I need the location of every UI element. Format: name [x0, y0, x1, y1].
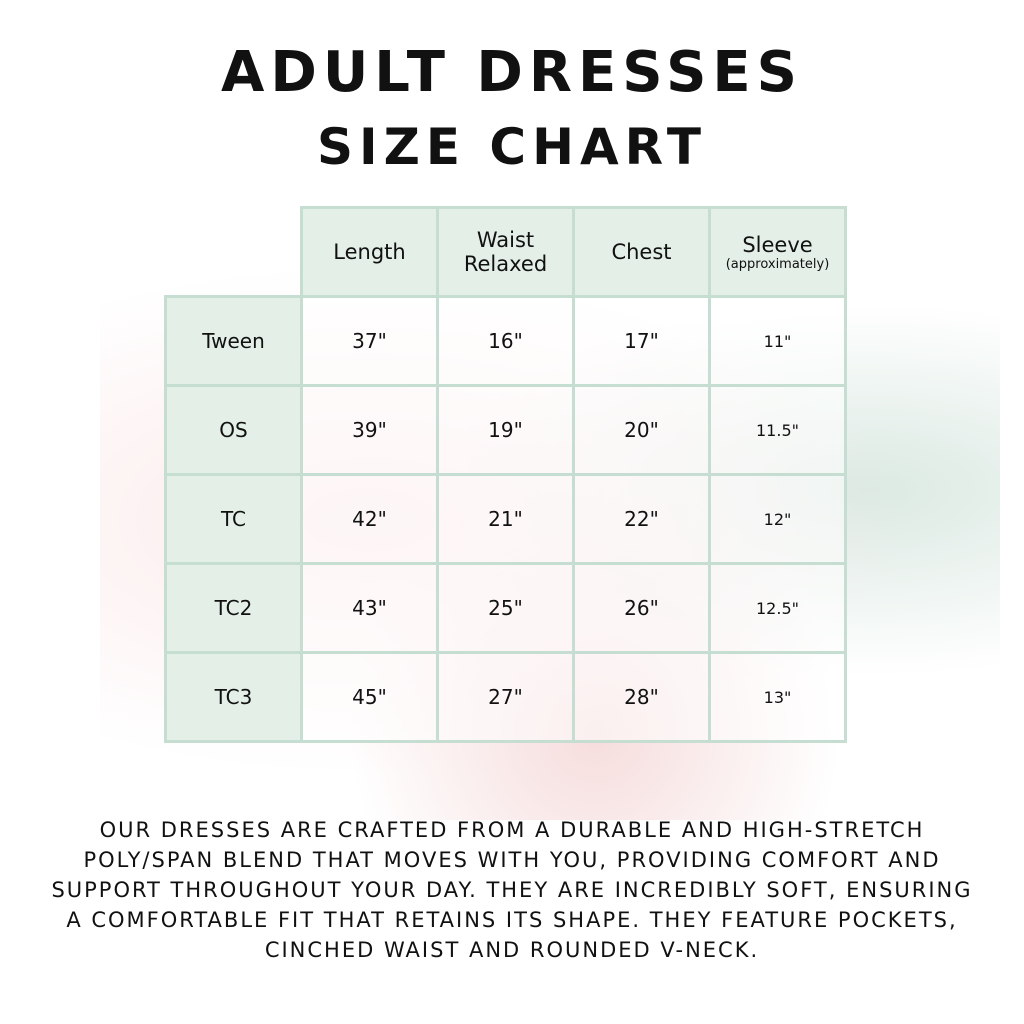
measurement-cell: 12"	[708, 473, 847, 565]
measurement-cell: 43"	[300, 562, 439, 654]
header-label: Waist	[476, 228, 535, 252]
measurement-cell: 39"	[300, 384, 439, 476]
measurement-cell: 17"	[572, 295, 711, 387]
header-label: Length	[333, 240, 406, 264]
header-chest: Chest	[572, 206, 711, 298]
table-row: TC3 45" 27" 28" 13"	[164, 651, 847, 743]
table-row: TC2 43" 25" 26" 12.5"	[164, 562, 847, 654]
table-row: OS 39" 19" 20" 11.5"	[164, 384, 847, 476]
measurement-cell: 42"	[300, 473, 439, 565]
size-label: TC	[164, 473, 303, 565]
header-sleeve: Sleeve (approximately)	[708, 206, 847, 298]
measurement-cell: 13"	[708, 651, 847, 743]
measurement-cell: 12.5"	[708, 562, 847, 654]
measurement-cell: 25"	[436, 562, 575, 654]
header-length: Length	[300, 206, 439, 298]
measurement-cell: 27"	[436, 651, 575, 743]
measurement-cell: 22"	[572, 473, 711, 565]
measurement-cell: 11"	[708, 295, 847, 387]
measurement-cell: 16"	[436, 295, 575, 387]
measurement-cell: 19"	[436, 384, 575, 476]
header-label: Chest	[611, 240, 672, 264]
header-row: Length Waist Relaxed Chest Sleeve (approxi…	[166, 206, 847, 298]
table-row: TC 42" 21" 22" 12"	[164, 473, 847, 565]
header-label: Sleeve	[742, 232, 813, 257]
header-sublabel: Relaxed	[463, 252, 548, 276]
size-label: OS	[164, 384, 303, 476]
measurement-cell: 26"	[572, 562, 711, 654]
page-title: ADULT DRESSES	[221, 40, 803, 105]
size-label: TC2	[164, 562, 303, 654]
header-sublabel: (approximately)	[725, 256, 830, 272]
measurement-cell: 21"	[436, 473, 575, 565]
page-subtitle: SIZE CHART	[316, 118, 708, 176]
measurement-cell: 28"	[572, 651, 711, 743]
description-text: Our dresses are crafted from a durable a…	[51, 818, 973, 962]
header-waist: Waist Relaxed	[436, 206, 575, 298]
table-row: Tween 37" 16" 17" 11"	[164, 295, 847, 387]
size-label: TC3	[164, 651, 303, 743]
measurement-cell: 11.5"	[708, 384, 847, 476]
measurement-cell: 20"	[572, 384, 711, 476]
measurement-cell: 45"	[300, 651, 439, 743]
size-label: Tween	[164, 295, 303, 387]
corner-cell	[166, 208, 302, 297]
size-chart-table: Length Waist Relaxed Chest Sleeve (approxi…	[164, 206, 847, 743]
measurement-cell: 37"	[300, 295, 439, 387]
